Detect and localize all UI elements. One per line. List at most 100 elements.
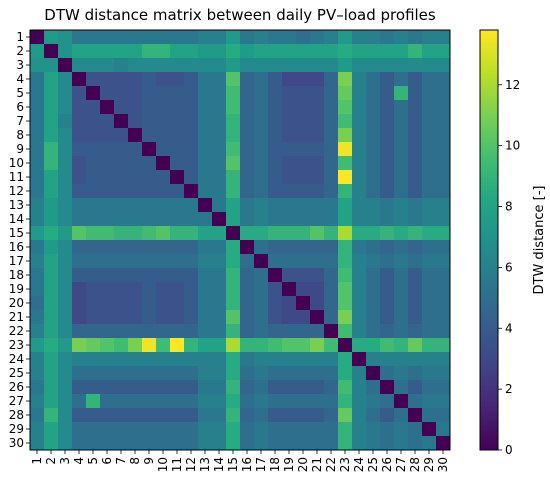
heatmap-cell [268, 380, 283, 395]
heatmap-cell [254, 44, 269, 59]
y-tick-label: 25 [9, 366, 24, 380]
heatmap-cell [142, 212, 157, 227]
heatmap-cell [30, 72, 45, 87]
heatmap-cell [86, 142, 101, 157]
heatmap-cell [422, 226, 437, 241]
heatmap-cell [198, 282, 213, 297]
heatmap-cell [282, 30, 297, 45]
heatmap-cell [58, 142, 73, 157]
heatmap-cell [408, 394, 423, 409]
heatmap-cell [254, 338, 269, 353]
heatmap-cell [324, 268, 339, 283]
heatmap-cell [268, 198, 283, 213]
x-tick-label: 13 [198, 457, 212, 472]
heatmap-cell [226, 198, 241, 213]
heatmap-cell [44, 352, 59, 367]
heatmap-cell [268, 86, 283, 101]
heatmap-cell [296, 380, 311, 395]
heatmap-cell [72, 282, 87, 297]
x-tick-labels: 1 2 3 4 5 6 7 8 9 10 11 12 13 14 15 16 17 18 19 20 21 22 23 24 2… [30, 450, 450, 472]
heatmap-cell [366, 324, 381, 339]
heatmap-cell [30, 58, 45, 73]
heatmap-cell [394, 380, 409, 395]
heatmap-cell [380, 226, 395, 241]
heatmap-cell [366, 212, 381, 227]
heatmap-cell [282, 58, 297, 73]
heatmap-cell [324, 282, 339, 297]
heatmap-cell [58, 324, 73, 339]
heatmap-cell [436, 212, 451, 227]
heatmap-cell [100, 30, 115, 45]
heatmap-cell [156, 142, 171, 157]
heatmap-cell [254, 268, 269, 283]
heatmap-cell [338, 156, 353, 171]
heatmap-cell [408, 352, 423, 367]
x-tick-label: 12 [184, 457, 198, 472]
heatmap-cell [338, 170, 353, 185]
x-tick-label: 28 [408, 457, 422, 472]
heatmap-cell [128, 198, 143, 213]
heatmap-cell [170, 44, 185, 59]
heatmap-cell [184, 436, 199, 451]
heatmap-cell [324, 310, 339, 325]
heatmap-cell [254, 128, 269, 143]
colorbar-ticks: 0 2 4 6 8 10 12 [498, 78, 520, 457]
heatmap-cell [380, 72, 395, 87]
heatmap-cell [240, 114, 255, 129]
heatmap-cell [170, 86, 185, 101]
heatmap-cell [184, 100, 199, 115]
heatmap-cell [156, 310, 171, 325]
heatmap-cell [394, 352, 409, 367]
heatmap-cell [422, 128, 437, 143]
heatmap-cell [198, 44, 213, 59]
heatmap-cell [128, 338, 143, 353]
heatmap-cell [436, 100, 451, 115]
heatmap-cell [408, 58, 423, 73]
heatmap-cell [198, 296, 213, 311]
heatmap-cell [212, 226, 227, 241]
heatmap-cell [268, 156, 283, 171]
heatmap-cell [170, 128, 185, 143]
heatmap-cell [268, 128, 283, 143]
heatmap-cell [86, 394, 101, 409]
heatmap-cell [352, 212, 367, 227]
heatmap-cell [310, 296, 325, 311]
heatmap-cell [436, 380, 451, 395]
heatmap-cell [170, 72, 185, 87]
heatmap-cell [198, 422, 213, 437]
heatmap-cell [324, 44, 339, 59]
y-tick-label: 2 [16, 44, 24, 58]
heatmap-cell [254, 212, 269, 227]
heatmap-cell [198, 436, 213, 451]
heatmap-cell [380, 380, 395, 395]
heatmap-cell [100, 352, 115, 367]
heatmap-cell [100, 296, 115, 311]
heatmap-cell [30, 366, 45, 381]
heatmap-cell [72, 338, 87, 353]
heatmap-cell [310, 394, 325, 409]
heatmap-cell [114, 58, 129, 73]
heatmap-cell [268, 352, 283, 367]
heatmap-cell [226, 86, 241, 101]
heatmap-cell [184, 408, 199, 423]
heatmap-cell [44, 310, 59, 325]
heatmap-cell [366, 184, 381, 199]
heatmap-cell [408, 282, 423, 297]
heatmap-cell [58, 58, 73, 73]
x-tick-label: 19 [282, 457, 296, 472]
heatmap-cell [310, 30, 325, 45]
heatmap-cell [44, 394, 59, 409]
heatmap-cell [324, 30, 339, 45]
heatmap-cell [254, 72, 269, 87]
heatmap-cell [366, 282, 381, 297]
heatmap-cell [338, 142, 353, 157]
heatmap-cell [338, 254, 353, 269]
heatmap-cell [226, 240, 241, 255]
heatmap-cell [338, 86, 353, 101]
heatmap-cell [86, 324, 101, 339]
heatmap-cell [394, 338, 409, 353]
heatmap-cell [352, 198, 367, 213]
heatmap-cell [142, 282, 157, 297]
heatmap-cell [58, 394, 73, 409]
heatmap-cell [408, 72, 423, 87]
